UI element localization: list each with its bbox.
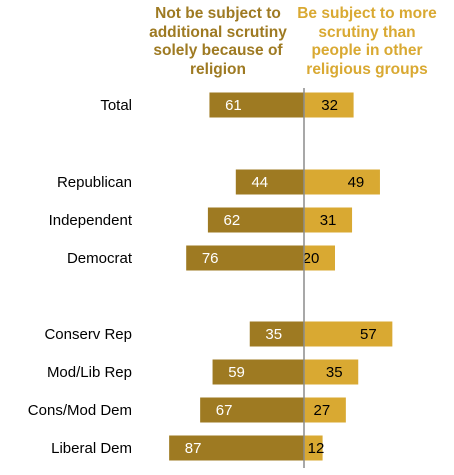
left-value-label-total: 61: [225, 97, 242, 114]
left-bar-democrat: [186, 245, 304, 271]
right-bar-total: [304, 92, 354, 118]
right-value-label-mod-lib-rep: 35: [326, 364, 343, 381]
left-value-label-republican: 44: [251, 174, 268, 191]
category-label-mod-lib-rep: Mod/Lib Rep: [47, 364, 132, 381]
left-header-line-3: solely because of: [153, 42, 283, 59]
category-label-independent: Independent: [49, 212, 133, 229]
right-header-line-2: scrutiny than: [318, 23, 416, 41]
right-value-label-liberal-dem: 12: [308, 440, 325, 457]
left-bar-independent: [207, 207, 304, 233]
category-label-conserv-rep: Conserv Rep: [44, 326, 132, 343]
left-value-label-democrat: 76: [202, 250, 219, 267]
right-bar-cons-mod-dem: [304, 397, 346, 423]
category-label-total: Total: [100, 97, 132, 114]
right-header-line-1: Be subject to more: [297, 5, 437, 22]
right-bar-conserv-rep: [304, 321, 393, 347]
category-label-republican: Republican: [57, 174, 132, 191]
left-value-label-mod-lib-rep: 59: [228, 364, 245, 381]
right-bar-liberal-dem: [304, 435, 323, 461]
left-header-line-2: additional scrutiny: [149, 23, 287, 41]
right-value-label-republican: 49: [348, 174, 365, 191]
left-bar-total: [209, 92, 304, 118]
right-bar-independent: [304, 207, 353, 233]
left-bar-liberal-dem: [169, 435, 304, 461]
left-bar-republican: [235, 169, 304, 195]
right-value-label-cons-mod-dem: 27: [314, 402, 331, 419]
left-header-line-1: Not be subject to: [155, 5, 281, 22]
right-series-header: Be subject to more scrutiny than people …: [282, 5, 452, 79]
left-header-line-4: religion: [190, 60, 246, 78]
right-value-label-total: 32: [321, 97, 338, 114]
right-value-label-democrat: 20: [303, 250, 320, 267]
left-series-header: Not be subject to additional scrutiny so…: [118, 5, 318, 79]
left-bar-conserv-rep: [249, 321, 304, 347]
right-value-label-independent: 31: [320, 212, 337, 229]
left-value-label-conserv-rep: 35: [265, 326, 282, 343]
category-label-liberal-dem: Liberal Dem: [51, 440, 132, 457]
right-header-line-4: religious groups: [306, 60, 428, 78]
left-value-label-independent: 62: [224, 212, 241, 229]
right-header-line-3: people in other: [311, 42, 423, 59]
left-bar-mod-lib-rep: [212, 359, 304, 385]
left-bar-cons-mod-dem: [200, 397, 304, 423]
left-value-label-cons-mod-dem: 67: [216, 402, 233, 419]
right-bar-mod-lib-rep: [304, 359, 359, 385]
left-value-label-liberal-dem: 87: [185, 440, 202, 457]
right-value-label-conserv-rep: 57: [360, 326, 377, 343]
right-bar-democrat: [304, 245, 335, 271]
right-bar-republican: [304, 169, 380, 195]
category-label-democrat: Democrat: [67, 250, 133, 267]
category-label-cons-mod-dem: Cons/Mod Dem: [28, 402, 132, 419]
